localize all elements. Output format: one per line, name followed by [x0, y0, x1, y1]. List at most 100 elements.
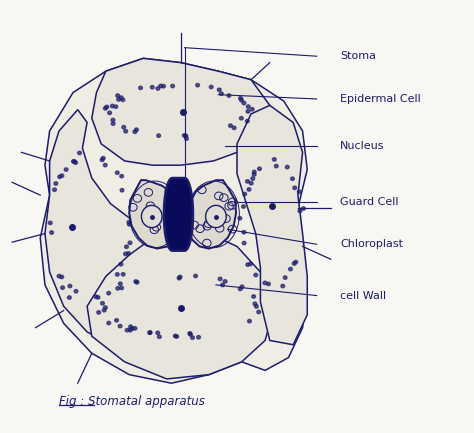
Circle shape [291, 177, 294, 181]
Circle shape [289, 267, 292, 271]
Circle shape [240, 285, 244, 288]
Circle shape [218, 88, 221, 91]
Text: Epidermal Cell: Epidermal Cell [340, 94, 421, 104]
Circle shape [191, 336, 194, 339]
Circle shape [252, 173, 256, 176]
Circle shape [94, 295, 98, 298]
Polygon shape [164, 178, 193, 251]
Circle shape [246, 180, 249, 183]
Circle shape [223, 280, 227, 283]
Text: Guard Cell: Guard Cell [340, 197, 399, 207]
Text: Nucleus: Nucleus [340, 141, 384, 151]
Circle shape [242, 101, 246, 105]
Circle shape [68, 284, 72, 288]
Circle shape [122, 126, 126, 129]
Polygon shape [129, 180, 181, 249]
Circle shape [120, 286, 124, 290]
Polygon shape [45, 110, 185, 353]
Circle shape [266, 282, 270, 286]
Circle shape [133, 130, 137, 133]
Circle shape [281, 284, 285, 288]
Circle shape [48, 221, 52, 225]
Circle shape [254, 273, 258, 277]
Circle shape [118, 282, 122, 285]
Circle shape [97, 311, 100, 314]
Circle shape [127, 220, 131, 224]
Circle shape [73, 160, 76, 163]
Circle shape [156, 331, 160, 335]
Circle shape [242, 205, 246, 208]
Circle shape [177, 276, 181, 280]
Circle shape [239, 116, 243, 120]
Circle shape [298, 209, 302, 213]
Circle shape [125, 245, 128, 249]
Circle shape [60, 174, 64, 178]
Circle shape [250, 107, 254, 111]
Circle shape [128, 223, 131, 226]
Circle shape [252, 170, 256, 174]
Circle shape [253, 302, 257, 305]
Circle shape [249, 262, 253, 265]
Circle shape [127, 252, 130, 255]
Circle shape [301, 207, 305, 210]
Circle shape [119, 262, 123, 266]
Circle shape [239, 97, 242, 100]
Circle shape [221, 283, 224, 287]
Circle shape [255, 305, 258, 308]
Circle shape [117, 98, 120, 101]
Circle shape [96, 296, 100, 299]
Polygon shape [40, 58, 307, 383]
Circle shape [58, 175, 62, 178]
Circle shape [188, 332, 191, 335]
Circle shape [238, 287, 242, 291]
Circle shape [150, 85, 154, 89]
Circle shape [121, 98, 125, 102]
Circle shape [173, 334, 177, 338]
Circle shape [130, 327, 134, 330]
Circle shape [114, 105, 118, 108]
Circle shape [120, 188, 124, 192]
Polygon shape [187, 180, 236, 249]
Circle shape [232, 126, 236, 129]
Text: Chloroplast: Chloroplast [340, 239, 403, 249]
Circle shape [189, 333, 192, 336]
Circle shape [184, 134, 188, 138]
Circle shape [74, 290, 78, 293]
Circle shape [294, 260, 298, 264]
Circle shape [125, 329, 129, 332]
Circle shape [120, 174, 124, 178]
Circle shape [228, 124, 232, 127]
Circle shape [67, 296, 71, 299]
Circle shape [239, 98, 243, 102]
Circle shape [175, 335, 179, 338]
Circle shape [184, 137, 188, 140]
Circle shape [257, 167, 261, 171]
Circle shape [105, 105, 109, 109]
Circle shape [102, 308, 106, 312]
Circle shape [246, 110, 250, 113]
Circle shape [194, 274, 198, 278]
Circle shape [116, 94, 119, 97]
Circle shape [128, 329, 132, 332]
Circle shape [124, 129, 128, 133]
Circle shape [57, 275, 61, 278]
Circle shape [156, 87, 160, 90]
Polygon shape [92, 58, 270, 165]
Circle shape [107, 291, 110, 295]
Circle shape [292, 262, 296, 265]
Circle shape [218, 277, 222, 281]
Circle shape [148, 331, 152, 334]
Circle shape [103, 107, 107, 110]
Circle shape [53, 188, 56, 191]
Circle shape [103, 306, 107, 309]
Ellipse shape [141, 205, 162, 228]
Circle shape [135, 128, 138, 131]
Circle shape [243, 192, 246, 196]
Circle shape [100, 158, 104, 162]
Circle shape [111, 122, 115, 125]
Text: Fig : Stomatal apparatus: Fig : Stomatal apparatus [59, 394, 205, 407]
Circle shape [128, 241, 132, 245]
Circle shape [238, 216, 242, 220]
Circle shape [119, 96, 123, 99]
Circle shape [135, 281, 139, 284]
